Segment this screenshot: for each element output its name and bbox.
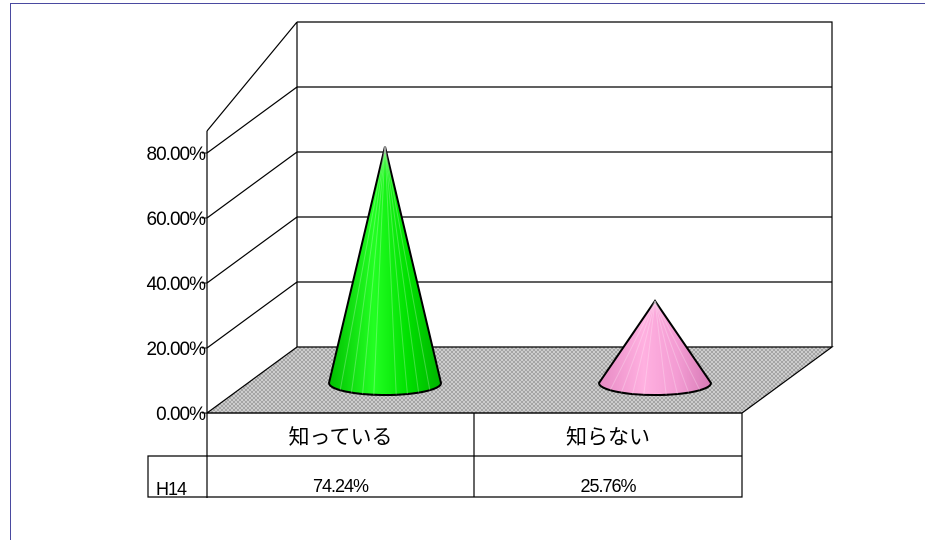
cone-facet	[654, 300, 667, 395]
cone-facet	[384, 146, 431, 391]
data-label: 25.76%	[580, 476, 636, 496]
cone-facet	[362, 146, 386, 395]
cone-facet	[384, 146, 420, 393]
side-gridline	[206, 86, 298, 154]
cone-2	[597, 299, 713, 396]
side-wall-top-edge	[206, 21, 298, 132]
data-table: H14 知っている 知らない 74.24% 25.76%	[147, 412, 743, 499]
chart-frame	[10, 3, 925, 540]
back-wall-border	[297, 21, 833, 347]
side-gridline	[206, 216, 298, 284]
cone-facet	[654, 300, 690, 393]
cone-facet	[373, 146, 386, 395]
axes: 0.00% 20.00% 40.00% 60.00% 80.00%	[147, 21, 834, 498]
cone-facet	[339, 146, 386, 391]
side-gridline	[206, 281, 298, 349]
table-grid	[147, 412, 743, 498]
cone-1	[327, 146, 443, 396]
y-tick-label: 60.00%	[147, 209, 207, 230]
category-label: 知らない	[566, 426, 650, 449]
category-label: 知っている	[289, 426, 393, 449]
y-tick-label: 0.00%	[156, 404, 206, 425]
cone-facet	[654, 300, 701, 391]
cone-facet	[384, 146, 408, 395]
cone-facet	[350, 146, 386, 393]
cone-facet	[654, 300, 678, 395]
cone-facet	[620, 300, 656, 393]
y-tick-label: 20.00%	[147, 339, 207, 360]
side-gridline	[206, 151, 298, 219]
cone-facet	[632, 300, 656, 395]
cone-facet	[384, 146, 397, 395]
cone-facet	[609, 300, 656, 391]
data-label: 74.24%	[313, 476, 369, 496]
cones	[327, 146, 713, 396]
series-label: H14	[156, 479, 187, 499]
floor	[205, 346, 834, 414]
y-tick-label: 80.00%	[147, 144, 207, 165]
y-tick-label: 40.00%	[147, 274, 207, 295]
cone-facet	[643, 300, 656, 395]
